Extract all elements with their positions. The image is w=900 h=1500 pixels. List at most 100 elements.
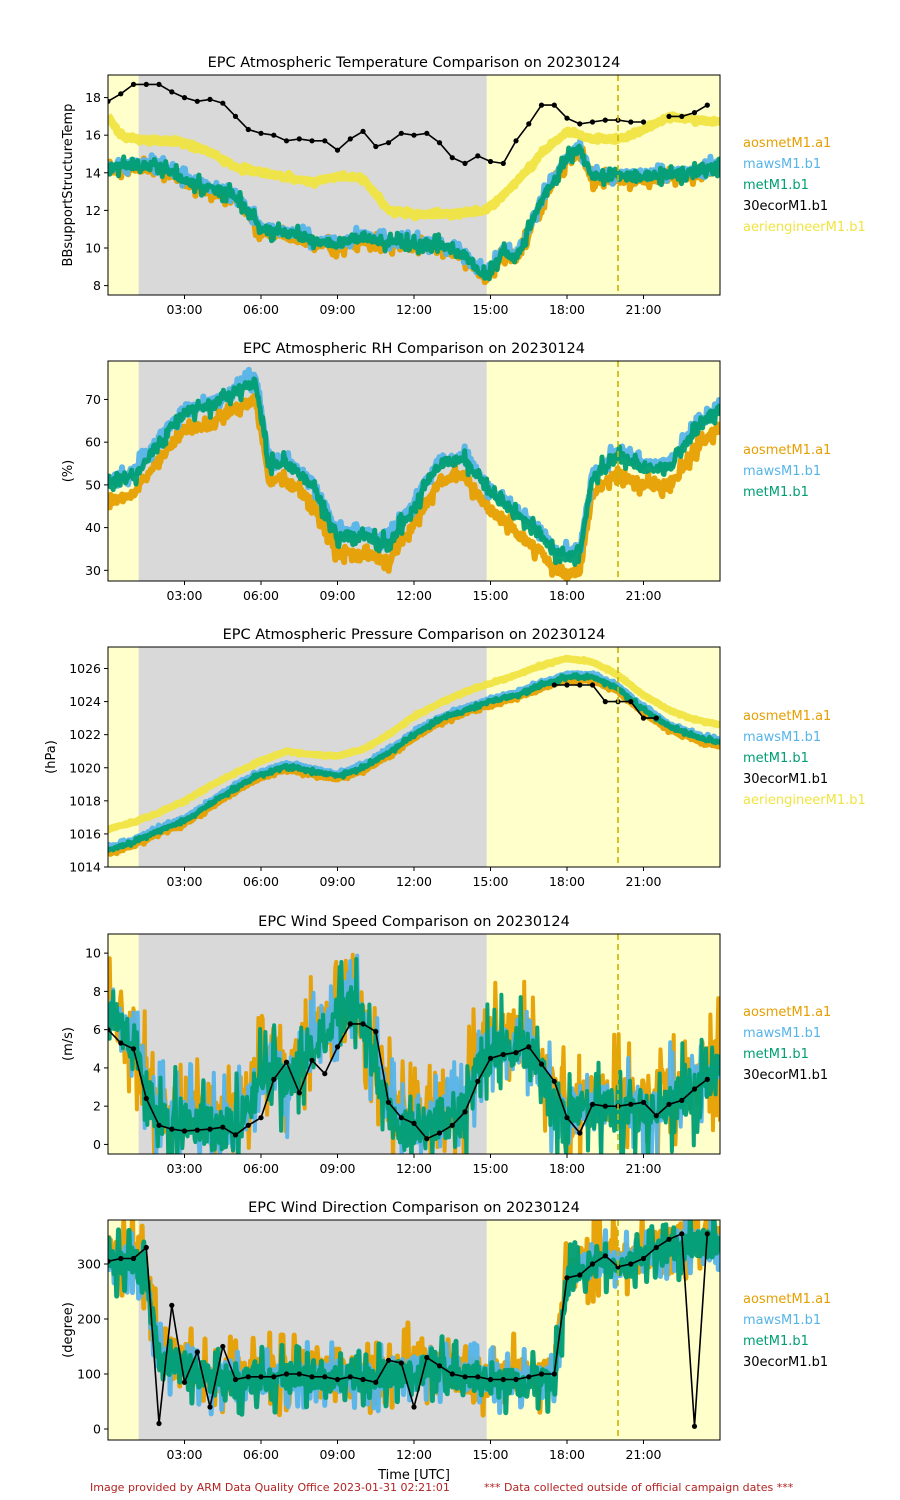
data-point (398, 1115, 404, 1121)
data-point (462, 160, 468, 166)
x-tick-label: 18:00 (549, 1161, 585, 1176)
data-point (526, 1374, 532, 1380)
x-tick-label: 09:00 (319, 302, 355, 317)
data-point (487, 1376, 494, 1383)
data-point (309, 1374, 315, 1380)
data-point (704, 1076, 710, 1082)
x-tick-label: 09:00 (319, 1447, 355, 1462)
data-point (143, 1244, 149, 1251)
data-point (602, 1103, 608, 1109)
legend-entry: aosmetM1.a1 (743, 136, 831, 151)
data-point (424, 1354, 430, 1361)
y-tick-label: 8 (93, 984, 101, 999)
data-point (283, 1371, 290, 1377)
data-point (385, 140, 392, 146)
data-point (653, 1113, 659, 1119)
data-point (475, 1078, 481, 1084)
data-point (538, 1371, 545, 1377)
y-tick-label: 4 (93, 1060, 101, 1075)
data-point (487, 158, 494, 165)
legend-entry: metM1.b1 (743, 751, 809, 766)
data-point (296, 136, 302, 142)
data-point (143, 1095, 149, 1102)
x-tick-label: 09:00 (319, 588, 355, 603)
y-tick-label: 1018 (69, 793, 101, 808)
data-point (283, 138, 290, 144)
x-tick-label: 21:00 (625, 1161, 661, 1176)
data-point (691, 1086, 698, 1092)
data-point (108, 1027, 111, 1033)
x-tick-label: 03:00 (166, 588, 202, 603)
y-tick-label: 1020 (69, 760, 101, 775)
legend-entry: mawsM1.b1 (743, 1026, 821, 1041)
chart-title: EPC Atmospheric Pressure Comparison on 2… (223, 627, 606, 643)
legend-entry: mawsM1.b1 (743, 464, 821, 479)
legend-entry: metM1.b1 (743, 485, 809, 500)
data-point (334, 147, 341, 153)
data-point (309, 1057, 315, 1063)
data-point (118, 91, 124, 97)
legend-entry: aeriengineerM1.b1 (743, 793, 866, 808)
data-point (564, 1115, 570, 1121)
data-point (564, 115, 570, 121)
data-point (577, 682, 583, 688)
data-point (551, 1371, 557, 1377)
x-tick-label: 21:00 (625, 874, 661, 889)
data-point (679, 1097, 685, 1103)
data-point (347, 136, 353, 142)
x-tick-label: 09:00 (319, 1161, 355, 1176)
y-axis-label: BBsupportStructureTemp (61, 104, 76, 267)
data-point (577, 1130, 583, 1136)
y-tick-label: 50 (85, 477, 101, 492)
series-aeriengineerM1.b1 (108, 654, 720, 834)
data-point (220, 100, 226, 106)
x-tick-label: 06:00 (243, 1447, 279, 1462)
data-point (271, 132, 277, 138)
data-point (220, 1124, 226, 1130)
data-point (322, 138, 328, 144)
data-point (589, 1261, 596, 1267)
y-tick-label: 1014 (69, 860, 101, 875)
data-point (296, 1371, 302, 1377)
x-tick-label: 12:00 (396, 1161, 432, 1176)
x-tick-label: 21:00 (625, 302, 661, 317)
data-point (602, 117, 608, 123)
data-point (194, 1127, 200, 1133)
legend-entry: 30ecorM1.b1 (743, 1068, 828, 1083)
data-point (271, 1076, 277, 1082)
footer-campaign-note: *** Data collected outside of official c… (484, 1481, 794, 1494)
x-tick-label: 12:00 (396, 1447, 432, 1462)
data-point (385, 1357, 392, 1363)
data-point (207, 1126, 213, 1132)
data-point (143, 81, 149, 87)
data-point (258, 1115, 264, 1121)
y-tick-label: 8 (93, 278, 101, 293)
data-point (108, 1258, 111, 1264)
data-point (679, 113, 685, 119)
legend-entry: aosmetM1.a1 (743, 709, 831, 724)
data-point (475, 153, 481, 159)
y-tick-label: 0 (93, 1137, 101, 1152)
data-point (245, 126, 251, 133)
data-point (156, 1122, 162, 1128)
data-point (169, 89, 175, 95)
data-point (424, 130, 430, 136)
data-point (232, 113, 239, 119)
data-point (258, 130, 264, 136)
series-30ecorM1.b1 (108, 1232, 709, 1427)
data-point (411, 1120, 417, 1126)
legend-entry: 30ecorM1.b1 (743, 1355, 828, 1370)
data-point (653, 1244, 659, 1251)
x-tick-label: 15:00 (472, 302, 508, 317)
y-tick-label: 6 (93, 1022, 101, 1037)
data-point (500, 1376, 506, 1383)
data-point (232, 1376, 239, 1383)
data-point (500, 160, 506, 166)
data-point (309, 138, 315, 144)
x-tick-label: 03:00 (166, 302, 202, 317)
data-point (449, 1122, 455, 1128)
data-point (181, 95, 188, 101)
data-point (130, 1046, 137, 1052)
y-tick-label: 1024 (69, 694, 101, 709)
y-tick-label: 14 (85, 165, 101, 180)
